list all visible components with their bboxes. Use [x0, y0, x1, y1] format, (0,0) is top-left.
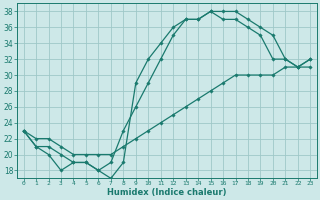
X-axis label: Humidex (Indice chaleur): Humidex (Indice chaleur) [107, 188, 227, 197]
